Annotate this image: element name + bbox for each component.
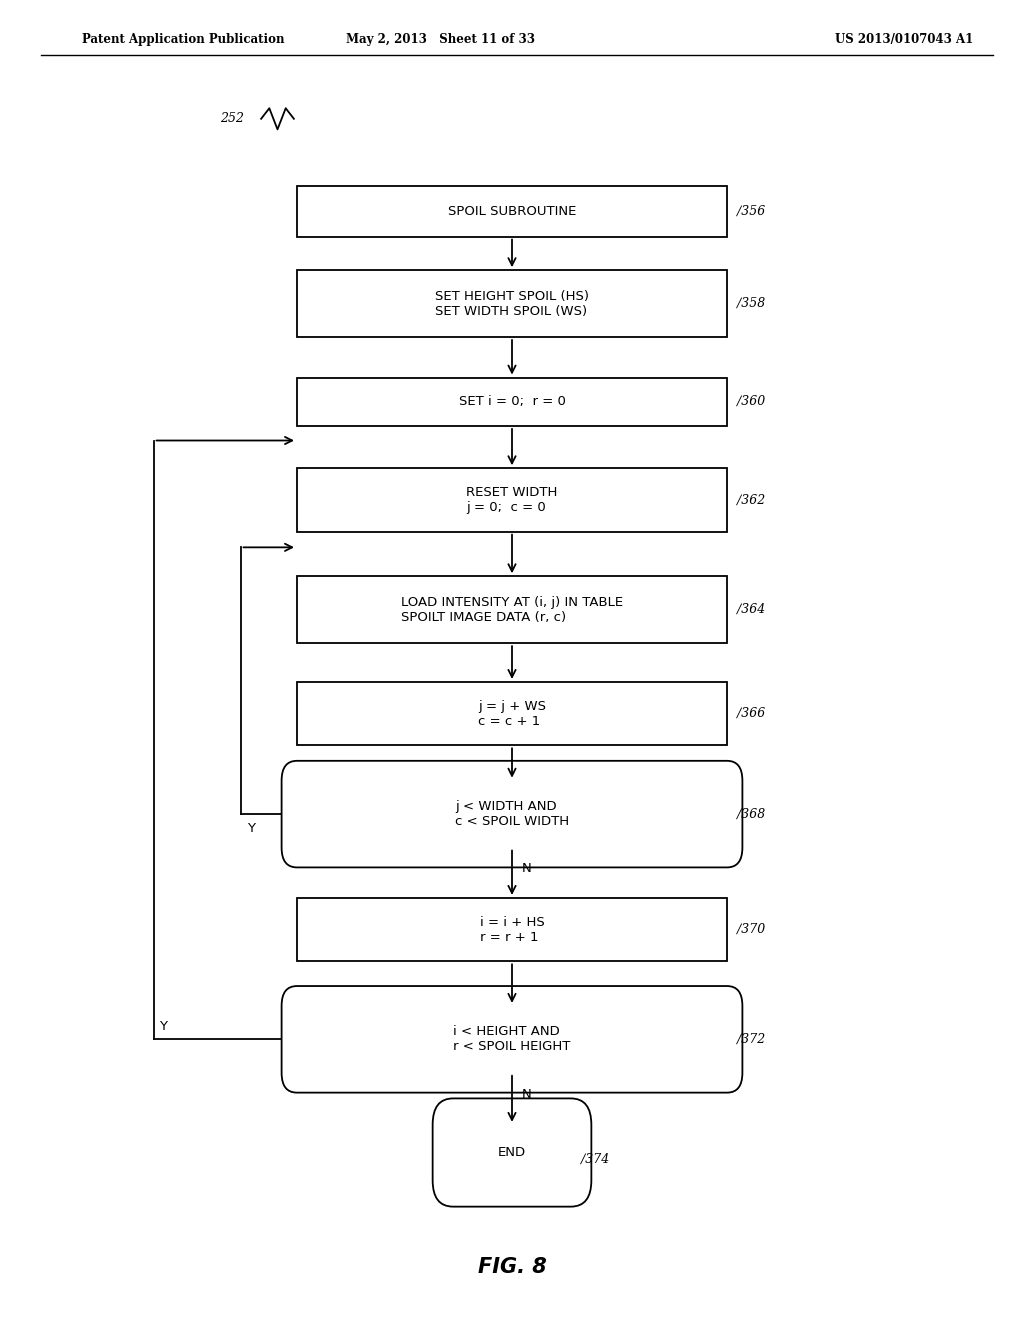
FancyBboxPatch shape — [297, 682, 727, 746]
Text: i = i + HS
r = r + 1: i = i + HS r = r + 1 — [479, 916, 545, 944]
FancyBboxPatch shape — [297, 378, 727, 426]
Text: Y: Y — [159, 1020, 167, 1032]
Text: ∕356: ∕356 — [737, 205, 766, 218]
Text: ∕360: ∕360 — [737, 395, 766, 408]
Text: Y: Y — [247, 822, 255, 836]
Text: FIG. 8: FIG. 8 — [477, 1257, 547, 1278]
Text: US 2013/0107043 A1: US 2013/0107043 A1 — [835, 33, 973, 46]
Text: i < HEIGHT AND
r < SPOIL HEIGHT: i < HEIGHT AND r < SPOIL HEIGHT — [454, 1026, 570, 1053]
Text: ∕370: ∕370 — [737, 923, 766, 936]
Text: May 2, 2013   Sheet 11 of 33: May 2, 2013 Sheet 11 of 33 — [346, 33, 535, 46]
Text: SET HEIGHT SPOIL (HS)
SET WIDTH SPOIL (WS): SET HEIGHT SPOIL (HS) SET WIDTH SPOIL (W… — [435, 289, 589, 318]
Text: END: END — [498, 1146, 526, 1159]
FancyBboxPatch shape — [297, 898, 727, 961]
FancyBboxPatch shape — [432, 1098, 592, 1206]
Text: ∕362: ∕362 — [737, 494, 766, 507]
Text: ∕368: ∕368 — [737, 808, 766, 821]
FancyBboxPatch shape — [297, 469, 727, 532]
Text: j = j + WS
c = c + 1: j = j + WS c = c + 1 — [478, 700, 546, 727]
Text: LOAD INTENSITY AT (i, j) IN TABLE
SPOILT IMAGE DATA (r, c): LOAD INTENSITY AT (i, j) IN TABLE SPOILT… — [401, 595, 623, 623]
Text: Patent Application Publication: Patent Application Publication — [82, 33, 285, 46]
Text: 252: 252 — [220, 112, 244, 125]
FancyBboxPatch shape — [297, 577, 727, 643]
Text: ∕364: ∕364 — [737, 603, 766, 616]
FancyBboxPatch shape — [282, 986, 742, 1093]
Text: ∕374: ∕374 — [582, 1152, 609, 1166]
FancyBboxPatch shape — [282, 760, 742, 867]
Text: ∕358: ∕358 — [737, 297, 766, 310]
FancyBboxPatch shape — [297, 186, 727, 236]
Text: SPOIL SUBROUTINE: SPOIL SUBROUTINE — [447, 205, 577, 218]
Text: j < WIDTH AND
c < SPOIL WIDTH: j < WIDTH AND c < SPOIL WIDTH — [455, 800, 569, 828]
Text: SET i = 0;  r = 0: SET i = 0; r = 0 — [459, 395, 565, 408]
Text: N: N — [522, 862, 532, 875]
Text: ∕366: ∕366 — [737, 708, 766, 721]
Text: RESET WIDTH
j = 0;  c = 0: RESET WIDTH j = 0; c = 0 — [466, 486, 558, 513]
Text: ∕372: ∕372 — [737, 1032, 766, 1045]
FancyBboxPatch shape — [297, 271, 727, 337]
Text: N: N — [522, 1089, 532, 1101]
